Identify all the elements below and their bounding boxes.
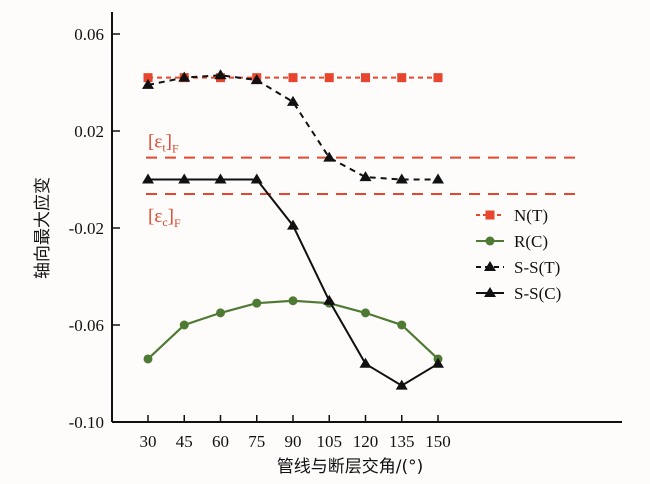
- legend-label: R(C): [514, 232, 548, 251]
- data-point: [397, 320, 407, 330]
- x-axis-title: 管线与断层交角/(°): [277, 457, 424, 477]
- y-tick-label: 0.02: [74, 122, 104, 141]
- y-tick-label: 0.06: [74, 25, 104, 44]
- data-point: [288, 296, 298, 306]
- y-tick-label: -0.06: [69, 316, 104, 335]
- data-point: [179, 320, 189, 330]
- data-point: [143, 354, 153, 364]
- data-point: [361, 308, 370, 318]
- legend-marker: [485, 236, 495, 246]
- reference-line-label: [εt]F: [148, 132, 179, 156]
- data-point: [143, 73, 153, 83]
- x-tick-label: 75: [248, 432, 265, 451]
- x-tick-label: 90: [285, 432, 302, 451]
- data-point: [432, 173, 444, 184]
- data-point: [324, 73, 334, 83]
- x-tick-label: 120: [353, 432, 379, 451]
- data-point: [214, 69, 227, 80]
- data-point: [288, 73, 298, 83]
- data-point: [142, 78, 154, 89]
- y-tick-label: -0.02: [69, 219, 104, 238]
- data-point: [323, 151, 336, 162]
- x-tick-label: 150: [425, 432, 451, 451]
- series-line: [148, 178, 439, 387]
- data-point: [250, 173, 263, 184]
- legend-label: S-S(C): [514, 284, 561, 303]
- legend-marker: [484, 287, 496, 297]
- reference-line-label: [εc]F: [148, 206, 181, 230]
- x-tick-label: 105: [317, 432, 343, 451]
- data-point: [395, 379, 408, 390]
- y-axis-title: 轴向最大应变: [33, 177, 53, 279]
- series-layer: [142, 69, 444, 390]
- reference-lines: [εt]F [εc]F: [146, 132, 578, 230]
- x-tick-label: 30: [140, 432, 157, 451]
- legend: N(T) R(C) S-S(T) S-S(C): [476, 206, 561, 303]
- data-point: [395, 173, 408, 184]
- data-point: [432, 357, 444, 368]
- data-point: [361, 73, 370, 83]
- data-point: [250, 74, 263, 85]
- data-point: [323, 294, 336, 305]
- series-line: [147, 299, 439, 360]
- data-point: [359, 357, 372, 368]
- series-s-s-t: [142, 69, 444, 184]
- y-tick-label: -0.10: [69, 413, 104, 432]
- data-point: [142, 173, 154, 184]
- data-point: [214, 173, 227, 184]
- legend-marker: [484, 261, 496, 271]
- x-tick-label: 60: [212, 432, 229, 451]
- series-s-s-c: [142, 173, 444, 390]
- data-point: [433, 73, 443, 83]
- data-point: [397, 73, 407, 83]
- axes: 0.06 0.02 -0.02 -0.06 -0.10 30 45 60 75 90 105 120 1…: [69, 12, 622, 451]
- data-point: [287, 219, 299, 230]
- legend-label: N(T): [514, 206, 548, 225]
- x-tick-label: 45: [176, 432, 193, 451]
- data-point: [178, 173, 191, 184]
- x-tick-label: 135: [389, 432, 415, 451]
- series-line: [147, 74, 438, 181]
- series-r-c: [143, 296, 443, 364]
- data-point: [287, 95, 299, 106]
- data-point: [252, 298, 262, 308]
- data-point: [178, 71, 191, 82]
- data-point: [216, 308, 225, 318]
- legend-label: S-S(T): [514, 258, 560, 277]
- legend-marker: [485, 210, 495, 220]
- data-point: [359, 171, 372, 182]
